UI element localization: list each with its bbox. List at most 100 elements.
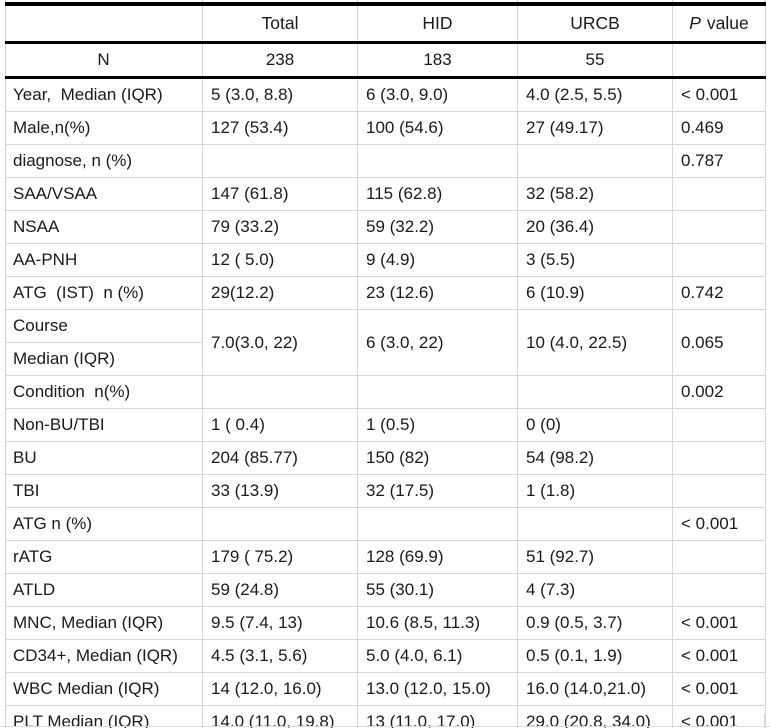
cell-p: < 0.001 [672,606,766,640]
table-row-atg-ist: ATG (IST) n (%) 29(12.2) 23 (12.6) 6 (10… [5,276,766,310]
cell-p [672,243,766,277]
cell-urcb: 29.0 (20.8, 34.0) [517,705,673,728]
table-row-diagnose: diagnose, n (%) 0.787 [5,144,766,178]
cell-urcb [517,375,673,409]
cell-hid: 6 (3.0, 22) [357,309,518,376]
cell-hid: 1 (0.5) [357,408,518,442]
cell-hid [357,144,518,178]
cell-label: Year, Median (IQR) [5,77,203,112]
cell-hid [357,507,518,541]
header-row: Total HID URCB P value [5,2,766,44]
grid-stub [764,714,765,728]
cell-p [672,441,766,475]
grid-line-bottom [0,726,770,727]
cell-label: WBC Median (IQR) [5,672,203,706]
grid-stub [5,0,6,2]
grid-stub [357,714,358,728]
grid-stub [357,0,358,2]
n-row: N 238 183 55 [5,42,766,79]
table-row-cd34: CD34+, Median (IQR) 4.5 (3.1, 5.6) 5.0 (… [5,639,766,673]
cell-total: 14.0 (11.0, 19.8) [202,705,358,728]
grid-stub [517,714,518,728]
cell-hid: 6 (3.0, 9.0) [357,77,518,112]
header-p-value: P value [672,2,766,44]
cell-urcb: 0.9 (0.5, 3.7) [517,606,673,640]
cell-label: AA-PNH [5,243,203,277]
cell-total: 1 ( 0.4) [202,408,358,442]
table-row-course: Course 7.0(3.0, 22) 6 (3.0, 22) 10 (4.0,… [5,309,766,376]
cell-label: PLT Median (IQR) [5,705,203,728]
cell-total [202,144,358,178]
cell-hid: 183 [357,42,518,79]
cell-p: < 0.001 [672,705,766,728]
cell-total: 179 ( 75.2) [202,540,358,574]
cell-urcb: 4 (7.3) [517,573,673,607]
cell-urcb: 0 (0) [517,408,673,442]
header-urcb: URCB [517,2,673,44]
header-empty-cell [5,2,203,44]
table-row-atg-n: ATG n (%) < 0.001 [5,507,766,541]
grid-stub [5,714,6,728]
cell-label: NSAA [5,210,203,244]
cell-hid: 10.6 (8.5, 11.3) [357,606,518,640]
cell-total: 147 (61.8) [202,177,358,211]
cell-p [672,210,766,244]
cell-label: ATG n (%) [5,507,203,541]
cell-p [672,408,766,442]
grid-stub [517,0,518,2]
cell-p: < 0.001 [672,507,766,541]
cell-urcb: 4.0 (2.5, 5.5) [517,77,673,112]
cell-urcb: 54 (98.2) [517,441,673,475]
cell-label: Median (IQR) [5,342,203,376]
cell-total: 59 (24.8) [202,573,358,607]
table-row-course-median-iqr: Median (IQR) [5,342,766,376]
cell-urcb: 20 (36.4) [517,210,673,244]
grid-stub [202,714,203,728]
table-row-ratg: rATG 179 ( 75.2) 128 (69.9) 51 (92.7) [5,540,766,574]
cell-urcb: 6 (10.9) [517,276,673,310]
cell-total [202,375,358,409]
cell-urcb: 1 (1.8) [517,474,673,508]
cell-urcb: 51 (92.7) [517,540,673,574]
table-row-plt: PLT Median (IQR) 14.0 (11.0, 19.8) 13 (1… [5,705,766,728]
cell-total: 7.0(3.0, 22) [202,309,358,376]
grid-stub [202,0,203,2]
cell-label: BU [5,441,203,475]
cell-total: 79 (33.2) [202,210,358,244]
cell-hid: 13.0 (12.0, 15.0) [357,672,518,706]
cell-urcb [517,144,673,178]
table-row-saa-vsaa: SAA/VSAA 147 (61.8) 115 (62.8) 32 (58.2) [5,177,766,211]
cell-urcb: 0.5 (0.1, 1.9) [517,639,673,673]
cell-urcb: 55 [517,42,673,79]
cell-hid [357,375,518,409]
cell-hid: 150 (82) [357,441,518,475]
table-row-year: Year, Median (IQR) 5 (3.0, 8.8) 6 (3.0, … [5,77,766,112]
cell-total: 238 [202,42,358,79]
cell-p: 0.787 [672,144,766,178]
cell-p: < 0.001 [672,672,766,706]
table-row-male: Male,n(%) 127 (53.4) 100 (54.6) 27 (49.1… [5,111,766,145]
cell-hid: 5.0 (4.0, 6.1) [357,639,518,673]
cell-label: Course [5,309,203,343]
cell-p: < 0.001 [672,77,766,112]
cell-urcb: 27 (49.17) [517,111,673,145]
cell-urcb: 16.0 (14.0,21.0) [517,672,673,706]
grid-stub [672,0,673,2]
cell-label: SAA/VSAA [5,177,203,211]
cell-label: N [5,42,203,79]
cell-p [672,474,766,508]
cell-total: 9.5 (7.4, 13) [202,606,358,640]
cell-urcb: 10 (4.0, 22.5) [517,309,673,376]
cell-total: 14 (12.0, 16.0) [202,672,358,706]
table-row-mnc: MNC, Median (IQR) 9.5 (7.4, 13) 10.6 (8.… [5,606,766,640]
header-total: Total [202,2,358,44]
p-value-rest: value [701,12,749,33]
cell-p [672,573,766,607]
cell-hid: 55 (30.1) [357,573,518,607]
p-value-italic: P [689,12,701,33]
table-row-aa-pnh: AA-PNH 12 ( 5.0) 9 (4.9) 3 (5.5) [5,243,766,277]
header-hid: HID [357,2,518,44]
cell-total: 12 ( 5.0) [202,243,358,277]
cell-label: diagnose, n (%) [5,144,203,178]
